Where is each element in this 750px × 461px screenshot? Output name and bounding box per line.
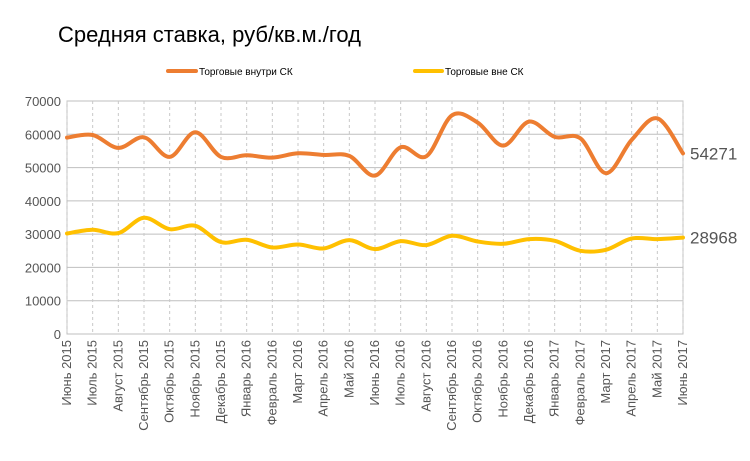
x-tick-label: Сентябрь 2016 — [444, 340, 459, 431]
data-point — [322, 153, 326, 157]
x-tick-label: Январь 2017 — [547, 340, 562, 417]
x-tick-label: Март 2016 — [290, 340, 305, 404]
data-point — [655, 116, 659, 120]
data-point — [604, 248, 608, 252]
data-point — [347, 154, 351, 158]
x-tick-label: Ноябрь 2016 — [495, 340, 510, 418]
data-point — [501, 144, 505, 148]
x-tick-label: Декабрь 2015 — [213, 340, 228, 423]
data-point — [142, 216, 146, 220]
x-axis: Июнь 2015 Июль 2015 Август 2015 Сентябрь 20… — [59, 340, 690, 431]
x-tick-label: Июнь 2016 — [367, 340, 382, 406]
data-point — [91, 228, 95, 232]
x-tick-label: Апрель 2016 — [316, 340, 331, 417]
data-point — [296, 242, 300, 246]
y-tick-label: 70000 — [25, 94, 61, 109]
y-tick-label: 60000 — [25, 127, 61, 142]
data-point — [245, 238, 249, 242]
data-point — [476, 121, 480, 125]
series-lines — [65, 111, 685, 254]
data-point — [604, 171, 608, 175]
data-point — [630, 138, 634, 142]
data-point — [373, 174, 377, 178]
data-point — [681, 236, 685, 240]
data-point — [399, 239, 403, 243]
x-tick-label: Март 2017 — [598, 340, 613, 404]
data-point — [347, 238, 351, 242]
y-tick-label: 30000 — [25, 227, 61, 242]
data-point — [193, 224, 197, 228]
data-point — [219, 240, 223, 244]
data-point — [116, 146, 120, 150]
x-tick-label: Октябрь 2016 — [470, 340, 485, 423]
data-point — [168, 155, 172, 159]
x-tick-label: Июнь 2017 — [675, 340, 690, 406]
legend-label-series-1: Торговые внутри СК — [199, 67, 293, 78]
data-point — [450, 113, 454, 117]
chart-title: Средняя ставка, руб/кв.м./год — [58, 22, 361, 47]
x-tick-label: Ноябрь 2015 — [187, 340, 202, 418]
data-point — [681, 151, 685, 155]
data-point — [578, 249, 582, 253]
x-tick-label: Апрель 2017 — [624, 340, 639, 417]
data-point — [424, 243, 428, 247]
data-point — [322, 246, 326, 250]
data-point — [553, 239, 557, 243]
legend: Торговые внутри СК Торговые вне СК — [166, 67, 524, 78]
x-tick-label: Август 2016 — [418, 340, 433, 412]
x-tick-label: Февраль 2016 — [264, 340, 279, 425]
end-label-series-2: 28968 — [690, 229, 737, 248]
x-tick-label: Август 2015 — [110, 340, 125, 412]
data-point — [553, 135, 557, 139]
data-point — [399, 145, 403, 149]
data-point — [245, 153, 249, 157]
grid — [66, 100, 684, 335]
data-point — [501, 242, 505, 246]
x-tick-label: Сентябрь 2015 — [136, 340, 151, 431]
data-point — [655, 237, 659, 241]
x-tick-label: Июль 2015 — [85, 340, 100, 406]
x-tick-label: Июнь 2015 — [59, 340, 74, 406]
data-point — [116, 231, 120, 235]
x-tick-label: Май 2016 — [341, 340, 356, 398]
y-tick-label: 50000 — [25, 161, 61, 176]
data-point — [142, 135, 146, 139]
data-point — [270, 156, 274, 160]
data-point — [91, 133, 95, 137]
end-label-series-1: 54271 — [690, 144, 737, 163]
data-point — [65, 231, 69, 235]
y-tick-label: 0 — [54, 327, 61, 342]
data-point — [168, 227, 172, 231]
x-tick-label: Декабрь 2016 — [521, 340, 536, 423]
y-tick-label: 20000 — [25, 260, 61, 275]
y-axis: 0 10000 20000 30000 40000 50000 60000 70000 — [25, 94, 61, 342]
end-labels: 54271 28968 — [690, 144, 737, 247]
data-point — [424, 154, 428, 158]
y-tick-label: 10000 — [25, 294, 61, 309]
data-point — [630, 236, 634, 240]
data-point — [296, 151, 300, 155]
data-point — [476, 239, 480, 243]
legend-label-series-2: Торговые вне СК — [445, 67, 524, 78]
data-point — [373, 247, 377, 251]
data-point — [527, 120, 531, 124]
y-tick-label: 40000 — [25, 194, 61, 209]
x-tick-label: Февраль 2017 — [572, 340, 587, 425]
x-tick-label: Октябрь 2015 — [162, 340, 177, 423]
data-point — [450, 234, 454, 238]
x-tick-label: Июль 2016 — [393, 340, 408, 406]
data-point — [270, 245, 274, 249]
x-tick-label: Май 2017 — [649, 340, 664, 398]
x-tick-label: Январь 2016 — [239, 340, 254, 417]
data-point — [65, 136, 69, 140]
data-point — [219, 155, 223, 159]
data-point — [578, 136, 582, 140]
data-point — [527, 237, 531, 241]
data-point — [193, 130, 197, 134]
